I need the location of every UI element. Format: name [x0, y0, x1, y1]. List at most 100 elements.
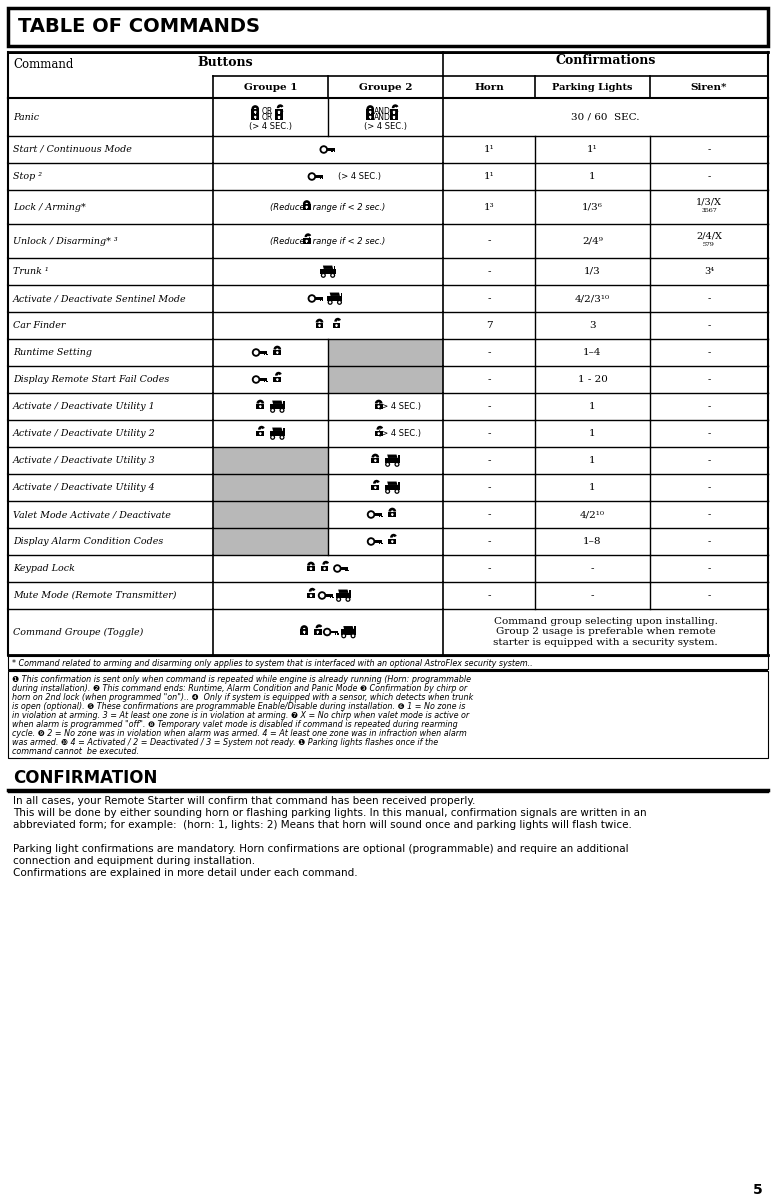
Bar — [320, 269, 336, 274]
Bar — [8, 8, 768, 46]
Text: 1: 1 — [589, 429, 596, 438]
Bar — [275, 114, 282, 120]
Bar — [260, 434, 261, 436]
Circle shape — [254, 351, 258, 354]
Bar — [349, 590, 351, 593]
Circle shape — [310, 297, 314, 301]
Text: -: - — [487, 267, 490, 276]
Text: 1¹: 1¹ — [483, 145, 494, 154]
Text: AND: AND — [374, 108, 390, 116]
Text: 1–4: 1–4 — [584, 348, 601, 357]
Circle shape — [254, 377, 258, 382]
Bar — [255, 113, 256, 114]
Text: -: - — [487, 348, 490, 357]
Text: OR: OR — [262, 113, 272, 121]
Text: cycle. ❾ 2 = No zone was in violation when alarm was armed. 4 = At least one zon: cycle. ❾ 2 = No zone was in violation wh… — [12, 729, 466, 737]
Circle shape — [369, 110, 372, 113]
Circle shape — [385, 461, 390, 467]
Bar — [385, 485, 400, 490]
Text: -: - — [708, 375, 711, 384]
Text: 3⁴: 3⁴ — [704, 267, 714, 276]
Bar — [277, 380, 278, 382]
Text: Command: Command — [13, 58, 74, 71]
Text: -: - — [708, 483, 711, 492]
Text: -: - — [708, 591, 711, 600]
Bar — [369, 113, 371, 114]
Text: 5: 5 — [753, 1183, 763, 1197]
Text: ❶ This confirmation is sent only when command is repeated while engine is alread: ❶ This confirmation is sent only when co… — [12, 675, 471, 685]
Bar — [385, 458, 400, 464]
Circle shape — [351, 633, 355, 639]
Bar — [320, 300, 321, 301]
Circle shape — [281, 436, 283, 438]
Bar — [283, 401, 285, 405]
Bar — [393, 118, 394, 119]
Bar — [378, 407, 379, 408]
Bar — [372, 540, 382, 543]
Polygon shape — [387, 482, 397, 485]
Text: 1 - 20: 1 - 20 — [577, 375, 608, 384]
Circle shape — [342, 634, 345, 637]
Bar — [334, 633, 337, 635]
Circle shape — [369, 512, 373, 516]
Bar — [331, 151, 333, 153]
Text: Mute Mode (Remote Transmitter): Mute Mode (Remote Transmitter) — [13, 591, 176, 600]
Bar — [257, 430, 264, 436]
Bar — [341, 629, 356, 634]
Text: Command Groupe (Toggle): Command Groupe (Toggle) — [13, 627, 144, 637]
Circle shape — [307, 294, 316, 303]
Polygon shape — [330, 293, 340, 295]
Bar — [257, 351, 267, 354]
Polygon shape — [338, 590, 348, 593]
Bar — [264, 381, 265, 382]
Text: OR: OR — [262, 108, 272, 116]
Bar — [372, 458, 379, 464]
Bar — [375, 461, 376, 462]
Text: -: - — [487, 483, 490, 492]
Bar — [375, 430, 383, 436]
Circle shape — [333, 564, 341, 573]
Bar — [389, 512, 396, 518]
Circle shape — [377, 432, 380, 435]
Circle shape — [331, 274, 334, 276]
Circle shape — [320, 273, 326, 277]
Polygon shape — [272, 428, 282, 431]
Circle shape — [335, 566, 340, 570]
Bar — [273, 349, 281, 355]
Bar — [338, 567, 348, 569]
Bar — [257, 378, 267, 381]
Circle shape — [281, 410, 283, 412]
Bar — [8, 671, 768, 758]
Bar — [310, 569, 312, 570]
Text: -: - — [708, 348, 711, 357]
Circle shape — [369, 539, 373, 544]
Circle shape — [279, 408, 285, 413]
Bar — [330, 597, 331, 598]
Circle shape — [393, 110, 395, 113]
Circle shape — [279, 435, 285, 440]
Bar — [320, 566, 328, 572]
Bar — [375, 488, 376, 489]
Text: -: - — [487, 564, 490, 573]
Text: (Reduced range if < 2 sec.): (Reduced range if < 2 sec.) — [270, 237, 386, 245]
Text: -: - — [708, 564, 711, 573]
Text: -: - — [591, 564, 594, 573]
Text: (> 4 SEC.): (> 4 SEC.) — [378, 429, 421, 438]
Text: Trunk ¹: Trunk ¹ — [13, 267, 49, 276]
Bar — [275, 109, 282, 115]
Text: Groupe 1: Groupe 1 — [244, 83, 297, 91]
Text: horn on 2nd lock (when programmed "on").. ❹  Only if system is equipped with a s: horn on 2nd lock (when programmed "on").… — [12, 693, 473, 703]
Bar — [251, 109, 259, 115]
Bar — [313, 175, 323, 178]
Text: -: - — [708, 456, 711, 465]
Bar — [328, 366, 443, 393]
Text: Start / Continuous Mode: Start / Continuous Mode — [13, 145, 132, 154]
Bar — [333, 323, 341, 329]
Text: -: - — [487, 456, 490, 465]
Bar — [381, 515, 383, 518]
Text: TABLE OF COMMANDS: TABLE OF COMMANDS — [18, 18, 260, 36]
Text: Confirmations: Confirmations — [556, 54, 656, 66]
Bar — [320, 178, 321, 179]
Text: -: - — [487, 537, 490, 546]
Text: Activate / Deactivate Utility 3: Activate / Deactivate Utility 3 — [13, 456, 156, 465]
